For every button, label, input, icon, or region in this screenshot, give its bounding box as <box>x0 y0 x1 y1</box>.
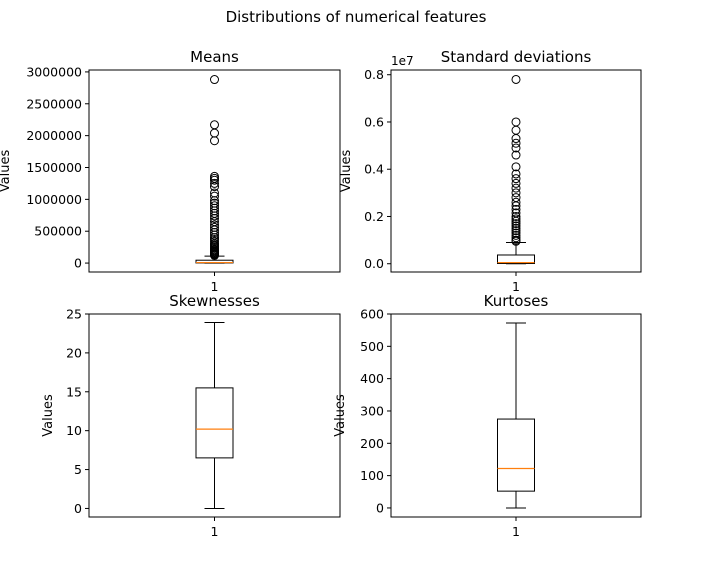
skew-ylabel: Values <box>41 394 56 437</box>
skew-xtick-label: 1 <box>211 524 219 539</box>
std-ylabel: Values <box>339 150 354 193</box>
std-outlier-point <box>511 211 521 221</box>
std-outlier-point <box>511 230 521 240</box>
means-outlier-point <box>210 191 219 201</box>
std-outlier-point <box>511 162 521 172</box>
kurt-iqr-box <box>497 418 535 492</box>
skew-ytick-label: 20 <box>66 345 82 360</box>
std-outlier-point <box>511 236 521 246</box>
std-outlier-point <box>511 233 521 243</box>
means-ytick-label: 1500000 <box>26 160 82 175</box>
std-outlier-point <box>511 216 521 226</box>
skew-iqr-box <box>195 387 234 459</box>
kurt-ytick-label: 0 <box>376 500 384 515</box>
std-offset-label: 1e7 <box>391 54 414 68</box>
std-outlier-point <box>511 226 521 236</box>
kurt-ylabel: Values <box>333 394 348 437</box>
means-outlier-point <box>210 128 219 138</box>
std-ytick-label: 0.8 <box>364 67 384 82</box>
skew-ytick-label: 15 <box>66 384 82 399</box>
skew-ytick-label: 5 <box>74 462 82 477</box>
means-xtick-label: 1 <box>211 279 219 294</box>
std-ytick-label: 0.2 <box>364 209 384 224</box>
means-outlier-point <box>210 178 219 188</box>
std-outlier-point <box>511 138 521 148</box>
std-outlier-point <box>511 183 521 193</box>
std-outlier-point <box>511 214 521 224</box>
std-outlier-point <box>511 201 521 211</box>
means-ylabel: Values <box>0 150 13 193</box>
kurt-chart-title: Kurtoses <box>484 292 549 310</box>
means-outlier-point <box>210 120 219 130</box>
skew-chart-title: Skewnesses <box>169 292 260 310</box>
std-outlier-point <box>511 197 521 207</box>
means-ytick-label: 0 <box>74 256 82 271</box>
means-outlier-point <box>210 250 219 260</box>
std-outlier-point <box>511 223 521 233</box>
means-ytick-label: 2000000 <box>26 128 82 143</box>
std-outlier-point <box>511 169 521 179</box>
skew-ytick-label: 25 <box>66 307 82 322</box>
figure-title: Distributions of numerical features <box>225 8 487 26</box>
kurt-ytick-label: 500 <box>360 339 384 354</box>
means-outlier-point <box>210 213 219 223</box>
std-outlier-point <box>511 219 521 229</box>
means-ytick-label: 500000 <box>34 224 82 239</box>
std-ytick-label: 0.4 <box>364 162 384 177</box>
std-ytick-label: 0.6 <box>364 114 384 129</box>
std-outlier-point <box>511 174 521 184</box>
means-outlier-point <box>210 75 219 85</box>
std-xtick-label: 1 <box>512 279 520 294</box>
std-outlier-point <box>511 193 521 203</box>
means-outlier-point <box>210 182 219 192</box>
kurt-ytick-label: 100 <box>360 468 384 483</box>
means-outlier-point <box>210 136 219 146</box>
means-outlier-point <box>210 227 219 237</box>
std-outlier-point <box>511 221 521 231</box>
skew-ytick-label: 10 <box>66 423 82 438</box>
std-outlier-point <box>511 143 521 153</box>
kurt-ytick-label: 200 <box>360 436 384 451</box>
means-chart-title: Means <box>190 48 239 66</box>
std-chart-title: Standard deviations <box>441 48 592 66</box>
std-iqr-box <box>497 254 535 264</box>
std-ytick-label: 0.0 <box>364 256 384 271</box>
means-outlier-point <box>210 211 219 221</box>
kurt-ytick-label: 600 <box>360 307 384 322</box>
kurt-ytick-label: 400 <box>360 371 384 386</box>
means-ytick-label: 1000000 <box>26 192 82 207</box>
std-outlier-point <box>511 150 521 160</box>
skew-ytick-label: 0 <box>74 501 82 516</box>
std-outlier-point <box>511 74 521 84</box>
kurt-ytick-label: 300 <box>360 403 384 418</box>
means-ytick-label: 2500000 <box>26 96 82 111</box>
std-outlier-point <box>511 204 521 214</box>
std-outlier-point <box>511 188 521 198</box>
means-ytick-label: 3000000 <box>26 64 82 79</box>
std-outlier-point <box>511 178 521 188</box>
kurt-xtick-label: 1 <box>512 524 520 539</box>
std-outlier-point <box>511 117 521 127</box>
std-outlier-point <box>511 125 521 135</box>
std-outlier-point <box>511 134 521 144</box>
means-outlier-point <box>210 175 219 185</box>
